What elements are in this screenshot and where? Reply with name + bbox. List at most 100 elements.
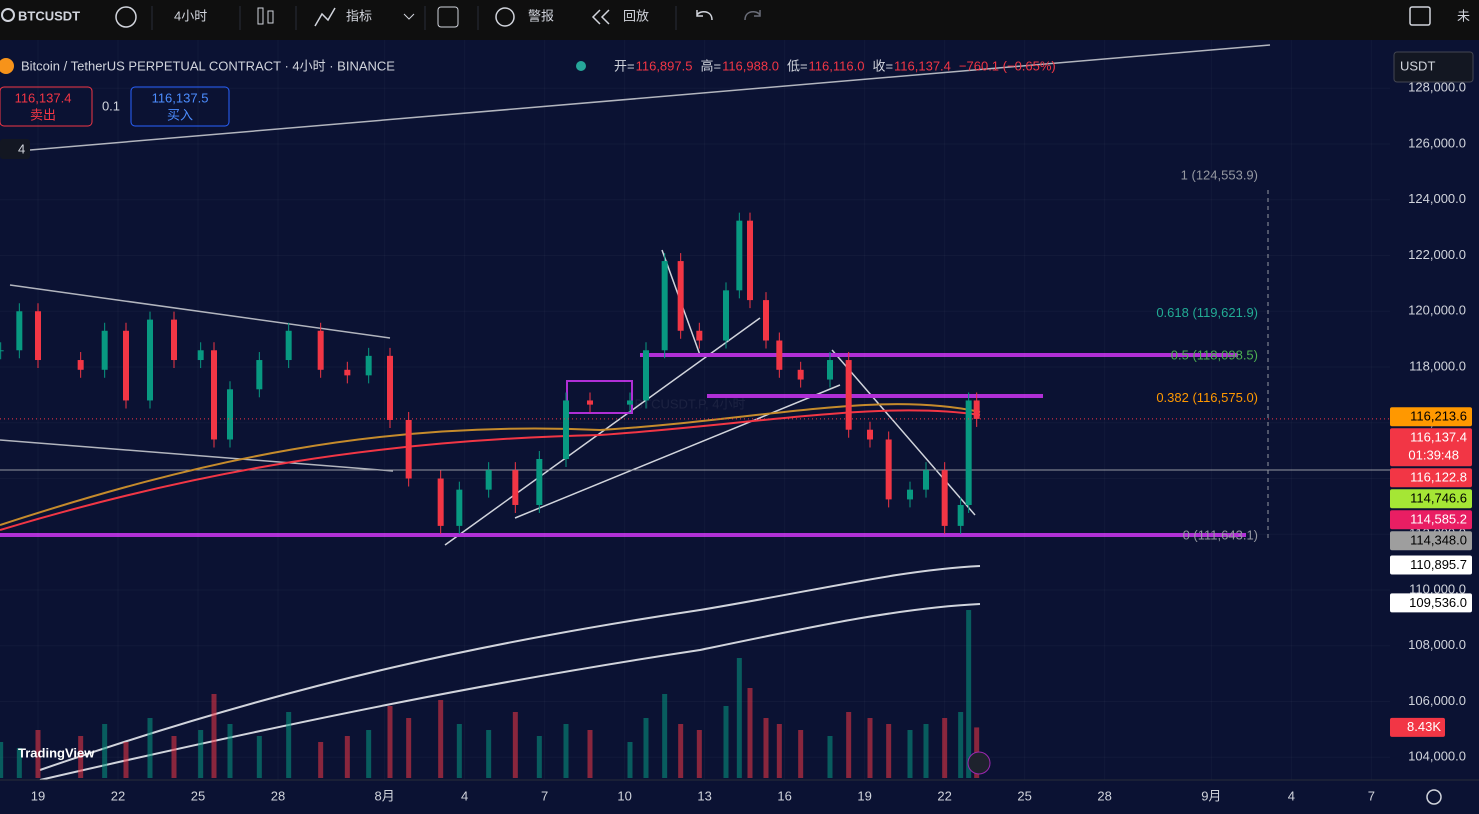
currency-select[interactable] xyxy=(1393,51,1474,83)
legend-label: 低= xyxy=(787,58,808,73)
redo[interactable] xyxy=(744,10,761,21)
moving-average xyxy=(0,403,981,526)
volume-bar xyxy=(662,694,668,778)
replay[interactable]: 回放 xyxy=(623,8,649,23)
y-tick-label: 108,000.0 xyxy=(1408,637,1466,652)
flash-icon[interactable] xyxy=(967,751,991,775)
y-tick-label: 106,000.0 xyxy=(1408,693,1466,708)
volume-bar xyxy=(486,730,492,778)
price-tag-label: 116,122.8 xyxy=(1410,470,1467,485)
add-symbol[interactable] xyxy=(115,6,137,28)
fib-label: 0 (111,643.1) xyxy=(1183,528,1258,543)
dropdown[interactable] xyxy=(403,13,415,20)
quantity[interactable]: 0.1 xyxy=(102,98,120,113)
candle xyxy=(627,400,633,405)
volume-bar xyxy=(366,730,372,778)
candle xyxy=(563,400,569,459)
symbol[interactable]: BTCUSDT xyxy=(18,8,80,23)
volume-bar xyxy=(35,730,41,778)
volume-bar xyxy=(723,706,729,778)
candle xyxy=(387,355,393,420)
x-tick-label: 4 xyxy=(461,788,468,803)
y-tick-label: 128,000.0 xyxy=(1408,80,1466,95)
x-tick-label: 22 xyxy=(111,788,125,803)
indicators-icon[interactable] xyxy=(314,7,336,27)
candle xyxy=(344,369,351,376)
candle xyxy=(661,261,668,351)
settings-icon[interactable] xyxy=(1426,789,1442,805)
legend-label: 开= xyxy=(614,58,635,73)
sell-button[interactable] xyxy=(0,86,93,127)
x-tick-label: 25 xyxy=(191,788,205,803)
sell-price[interactable]: 116,137.4 xyxy=(15,90,72,105)
replay-icon[interactable] xyxy=(591,9,610,25)
volume-bar xyxy=(827,736,833,778)
trend-line xyxy=(831,349,976,516)
price-tag xyxy=(1390,428,1472,467)
more[interactable]: 未 xyxy=(1457,8,1470,23)
price-tag xyxy=(1390,531,1472,551)
price-tag xyxy=(1390,468,1472,488)
buy-label[interactable]: 买入 xyxy=(167,107,193,122)
fib-label: 1 (124,553.9) xyxy=(1181,168,1258,183)
buy-price[interactable]: 116,137.5 xyxy=(152,90,209,105)
x-tick-label: 28 xyxy=(271,788,285,803)
y-tick-label: 124,000.0 xyxy=(1408,191,1466,206)
countdown: 01:39:48 xyxy=(1408,448,1459,463)
candle xyxy=(365,355,372,376)
volume-bar xyxy=(147,718,153,778)
x-tick-label: 7 xyxy=(541,788,548,803)
volume-bar xyxy=(286,712,292,778)
legend-value: 116,116.0 xyxy=(809,58,865,73)
fullscreen[interactable] xyxy=(1409,6,1431,26)
candle xyxy=(736,220,743,291)
interval[interactable]: 4小时 xyxy=(174,8,207,23)
marks: 1 (124,553.9) 0.618 (119,621.9) 0.5 (118,0… xyxy=(0,168,1390,778)
legend-values: 开= 116,897.5 高= 116,988.0 低= 116,116.0 收= 116,1… xyxy=(614,58,1056,73)
candle xyxy=(35,311,41,361)
volume-bar xyxy=(171,736,177,778)
candle xyxy=(587,400,593,405)
volume-bar xyxy=(798,730,804,778)
legend-label: 收= xyxy=(872,58,893,73)
volume-bar xyxy=(643,718,649,778)
x-tick-label: 7 xyxy=(1368,788,1375,803)
candle xyxy=(696,330,703,341)
price-tag xyxy=(1390,407,1472,427)
alert-icon[interactable] xyxy=(495,7,515,27)
candle xyxy=(101,330,108,370)
sell-label[interactable]: 卖出 xyxy=(30,107,56,122)
price-tag xyxy=(1390,593,1472,613)
collapse[interactable]: 4 xyxy=(18,141,25,156)
y-tick-label: 126,000.0 xyxy=(1408,135,1466,150)
volume-bar xyxy=(942,718,948,778)
buy-button[interactable] xyxy=(130,86,230,127)
volume-bar xyxy=(318,742,324,778)
collapse-button[interactable] xyxy=(0,139,30,159)
candle xyxy=(923,470,929,490)
logo: TradingView xyxy=(18,745,95,760)
alert[interactable]: 警报 xyxy=(528,8,554,23)
undo[interactable] xyxy=(696,10,713,21)
candle xyxy=(845,360,852,430)
x-tick-label: 9月 xyxy=(1201,788,1221,803)
candle xyxy=(867,429,873,440)
volume-bar xyxy=(406,718,412,778)
volume-bar xyxy=(563,724,569,778)
volume-tag xyxy=(1390,717,1445,737)
currency[interactable]: USDT xyxy=(1400,58,1435,73)
candle xyxy=(456,489,463,526)
volume-bar xyxy=(696,730,702,778)
layout-icon[interactable] xyxy=(437,6,459,28)
candle xyxy=(256,360,263,390)
chart-type-icon[interactable] xyxy=(257,7,264,25)
volume-bar xyxy=(0,742,4,778)
search-icon[interactable] xyxy=(1,8,15,22)
chart-type-icon[interactable] xyxy=(267,10,274,24)
indicators[interactable]: 指标 xyxy=(346,8,372,23)
moving-average xyxy=(0,409,981,531)
candle xyxy=(677,261,684,331)
legend-value: 116,988.0 xyxy=(722,58,779,73)
volume-bar xyxy=(907,730,913,778)
